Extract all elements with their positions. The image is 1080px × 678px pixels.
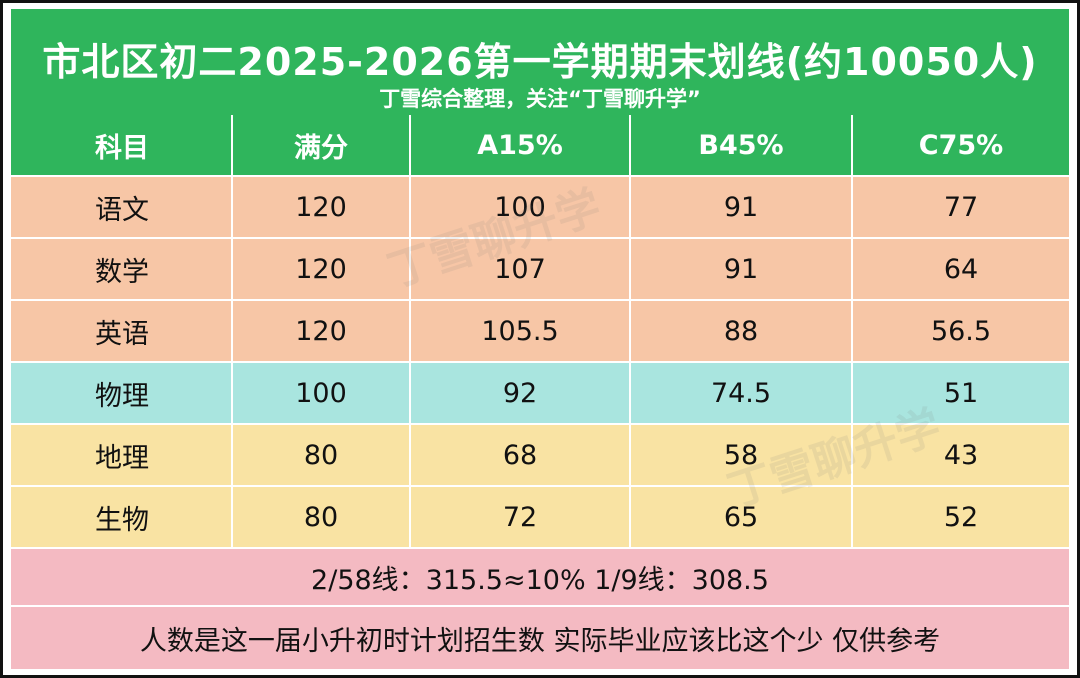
header-a15: A15% [411, 115, 631, 175]
c75-cell: 56.5 [930, 315, 992, 347]
full-score-cell: 120 [233, 177, 411, 237]
full-score-cell: 100 [233, 363, 411, 423]
c75-cell: 52 [943, 501, 979, 533]
subject-cell: 地理 [11, 425, 233, 485]
full-score-cell: 120 [233, 301, 411, 361]
a15-cell: 105.5 [411, 301, 631, 361]
score-table: 科目 满分 A15% B45% C75% 语文 120 100 91 77 数学… [11, 115, 1069, 549]
c75-cell: 77 [943, 191, 979, 223]
a15-cell: 92 [411, 363, 631, 423]
subject-cell: 生物 [11, 487, 233, 547]
page-title: 市北区初二2025-2026第一学期期末划线(约10050人) [42, 40, 1038, 84]
a15-cell: 100 [411, 177, 631, 237]
subject-cell: 数学 [11, 239, 233, 299]
full-score-cell: 80 [233, 425, 411, 485]
header-c75: C75% [918, 129, 1004, 161]
a15-cell: 72 [411, 487, 631, 547]
table-row: 地理 80 68 58 43 [11, 425, 1069, 487]
subject-cell: 语文 [11, 177, 233, 237]
c75-cell: 64 [943, 253, 979, 285]
header-subject: 科目 [11, 115, 233, 175]
c75-cell: 43 [943, 439, 979, 471]
b45-cell: 74.5 [631, 363, 853, 423]
b45-cell: 65 [631, 487, 853, 547]
table-row: 英语 120 105.5 88 56.5 [11, 301, 1069, 363]
header-b45: B45% [631, 115, 853, 175]
subject-cell: 物理 [11, 363, 233, 423]
table-header-row: 科目 满分 A15% B45% C75% [11, 115, 1069, 177]
full-score-cell: 120 [233, 239, 411, 299]
footer-notes: 2/58线：315.5≈10% 1/9线：308.5 人数是这一届小升初时计划招… [11, 549, 1069, 669]
disclaimer-note: 人数是这一届小升初时计划招生数 实际毕业应该比这个少 仅供参考 [139, 625, 941, 657]
full-score-cell: 80 [233, 487, 411, 547]
b45-cell: 88 [631, 301, 853, 361]
b45-cell: 91 [631, 177, 853, 237]
a15-cell: 68 [411, 425, 631, 485]
table-row: 物理 100 92 74.5 51 [11, 363, 1069, 425]
b45-cell: 91 [631, 239, 853, 299]
table-row: 数学 120 107 91 64 [11, 239, 1069, 301]
a15-cell: 107 [411, 239, 631, 299]
b45-cell: 58 [631, 425, 853, 485]
c75-cell: 51 [943, 377, 979, 409]
subject-cell: 英语 [11, 301, 233, 361]
table-row: 语文 120 100 91 77 [11, 177, 1069, 239]
header-full-score: 满分 [233, 115, 411, 175]
title-banner: 市北区初二2025-2026第一学期期末划线(约10050人) 丁雪综合整理，关… [11, 9, 1069, 115]
page-subtitle: 丁雪综合整理，关注“丁雪聊升学” [379, 87, 701, 111]
cutoff-line-note: 2/58线：315.5≈10% 1/9线：308.5 [11, 549, 1069, 607]
table-row: 生物 80 72 65 52 [11, 487, 1069, 549]
